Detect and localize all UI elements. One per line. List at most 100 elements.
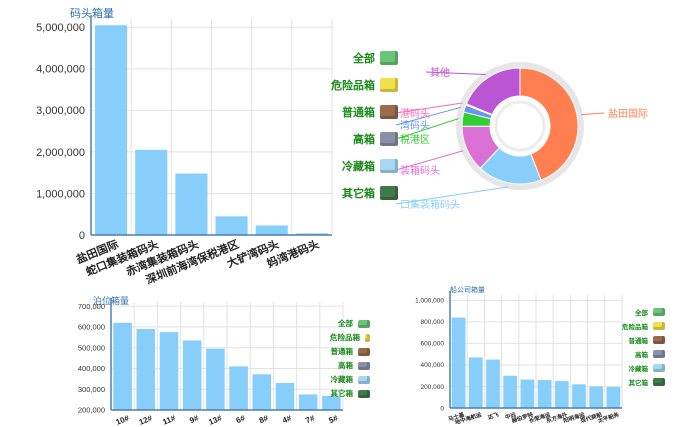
terminal-volume-bar-chart: 0 1,000,000 2,000,000 3,000,000 4,000,000 5,0… (36, 15, 333, 285)
reefer-container-icon (358, 375, 370, 384)
high-cube-container-icon (358, 361, 370, 370)
berth-y-tick-label: 200,000 (78, 406, 105, 415)
legend-item[interactable]: 其它箱 (610, 377, 665, 387)
carrier-bar (554, 381, 569, 408)
legend-item[interactable]: 危险品箱 (610, 321, 665, 331)
berth-y-tick-label: 300,000 (78, 385, 105, 394)
berth-bar (206, 348, 225, 410)
berth-volume-bar-chart: 200,000 300,000 400,000 500,000 600,000 700,0… (78, 298, 344, 427)
hazardous-container-icon (365, 333, 370, 342)
berth-category-label: 8# (258, 413, 270, 425)
donut-slice (519, 67, 579, 181)
berth-bar (298, 394, 318, 410)
donut-leader-line (395, 150, 464, 171)
terminal-share-panel: 盐田国际 口集装箱码头 装箱码头 税港区 湾码头 港码头 其他 (330, 40, 679, 220)
donut-slice-label: 湾码头 (400, 119, 430, 132)
all-containers-icon (380, 51, 398, 65)
legend-item-label: 高箱 (338, 361, 353, 370)
legend-item-label: 危险品箱 (331, 80, 375, 92)
legend-item[interactable]: 其它箱 (330, 388, 370, 399)
other-container-icon (358, 389, 370, 398)
legend-item[interactable]: 普通箱 (330, 346, 370, 357)
legend-item[interactable]: 普通箱 (610, 335, 665, 345)
legend-item-label: 全部 (338, 319, 353, 328)
berth-container-type-legend: 全部危险品箱普通箱高箱冷藏箱其它箱 (330, 318, 380, 398)
reefer-container-icon (380, 159, 398, 173)
carrier-container-type-legend: 全部危险品箱普通箱高箱冷藏箱其它箱 (610, 307, 679, 387)
other-container-icon (653, 378, 665, 386)
carrier-bar (468, 357, 483, 408)
legend-item-label: 高箱 (353, 134, 375, 146)
terminal-bar (175, 173, 208, 235)
berth-category-label: 11# (161, 413, 177, 426)
berth-bar (229, 366, 248, 410)
berth-bar (252, 374, 272, 410)
berth-category-label: 12# (138, 413, 154, 427)
legend-item[interactable]: 冷藏箱 (300, 158, 398, 174)
terminal-y-tick-label: 0 (79, 230, 85, 242)
carrier-bar (503, 375, 518, 408)
legend-item[interactable]: 全部 (610, 307, 665, 317)
reefer-container-icon (653, 364, 665, 372)
carrier-bar (606, 387, 621, 408)
terminal-y-tick-label: 1,000,000 (36, 188, 85, 200)
berth-bar (136, 329, 156, 410)
donut-outer-ring (456, 62, 584, 190)
donut-slice-label: 税港区 (400, 133, 430, 146)
legend-item-label: 危险品箱 (622, 324, 648, 331)
legend-item-label: 其它箱 (330, 389, 354, 398)
donut-slice-label: 装箱码头 (400, 164, 440, 177)
carrier-bar (451, 317, 466, 408)
berth-category-label: 13# (207, 413, 223, 427)
legend-item[interactable]: 全部 (330, 318, 370, 329)
berth-bar (159, 332, 179, 410)
berth-bar (275, 383, 295, 410)
carrier-volume-bar-chart: 0200,000400,000600,000800,0001,000,000马士… (415, 291, 623, 426)
carrier-bar (520, 379, 535, 408)
berth-category-label: 6# (235, 413, 247, 425)
berth-category-label: 5# (328, 413, 340, 425)
legend-item-label: 危险品箱 (330, 333, 360, 342)
legend-item[interactable]: 冷藏箱 (330, 374, 370, 385)
terminal-y-tick-label: 5,000,000 (36, 22, 85, 34)
legend-item-label: 其它箱 (628, 380, 649, 387)
carrier-y-tick-label: 200,000 (421, 384, 445, 391)
legend-item-label: 其它箱 (342, 188, 375, 200)
terminal-y-tick-label: 4,000,000 (36, 64, 85, 76)
legend-item[interactable]: 普通箱 (300, 104, 398, 120)
container-type-legend: 全部危险品箱普通箱高箱冷藏箱其它箱 (300, 50, 400, 220)
donut-leader-line (580, 112, 605, 116)
legend-item[interactable]: 高箱 (330, 360, 370, 371)
hazardous-container-icon (653, 322, 665, 330)
terminal-y-tick-label: 3,000,000 (36, 105, 85, 117)
carrier-bar (589, 386, 604, 408)
berth-y-tick-label: 400,000 (78, 364, 105, 373)
legend-item[interactable]: 其它箱 (300, 185, 398, 201)
legend-item-label: 冷藏箱 (342, 161, 375, 173)
legend-item[interactable]: 全部 (300, 50, 398, 66)
hazardous-container-icon (380, 78, 398, 92)
legend-item[interactable]: 高箱 (300, 131, 398, 147)
donut-slice-label: 盐田国际 (608, 107, 648, 120)
carrier-category-label: 中远 (504, 410, 517, 421)
donut-leader-line (395, 118, 459, 140)
berth-y-tick-label: 500,000 (78, 343, 105, 352)
standard-container-icon (653, 336, 665, 344)
terminal-bar (135, 149, 168, 235)
terminal-volume-panel: 码头箱量 0 1,000,000 2,000,000 3,000,000 4,000,0… (0, 0, 340, 285)
berth-volume-panel: 泊位箱量 200,000300,000400,000500,000600,000… (60, 292, 350, 427)
legend-item-label: 普通箱 (628, 338, 649, 345)
berth-bar (113, 322, 132, 410)
legend-item-label: 普通箱 (330, 347, 354, 356)
legend-item-label: 冷藏箱 (330, 375, 354, 384)
donut-slice-label: 港码头 (400, 108, 430, 120)
legend-item[interactable]: 危险品箱 (300, 77, 398, 93)
berth-bar (182, 340, 202, 410)
legend-item-label: 全部 (635, 310, 648, 317)
legend-item[interactable]: 高箱 (610, 349, 665, 359)
donut-slice (465, 67, 521, 116)
legend-item[interactable]: 危险品箱 (330, 332, 370, 343)
legend-item[interactable]: 冷藏箱 (610, 363, 665, 373)
legend-item-label: 普通箱 (342, 107, 375, 119)
carrier-y-tick-label: 1,000,000 (415, 298, 444, 305)
